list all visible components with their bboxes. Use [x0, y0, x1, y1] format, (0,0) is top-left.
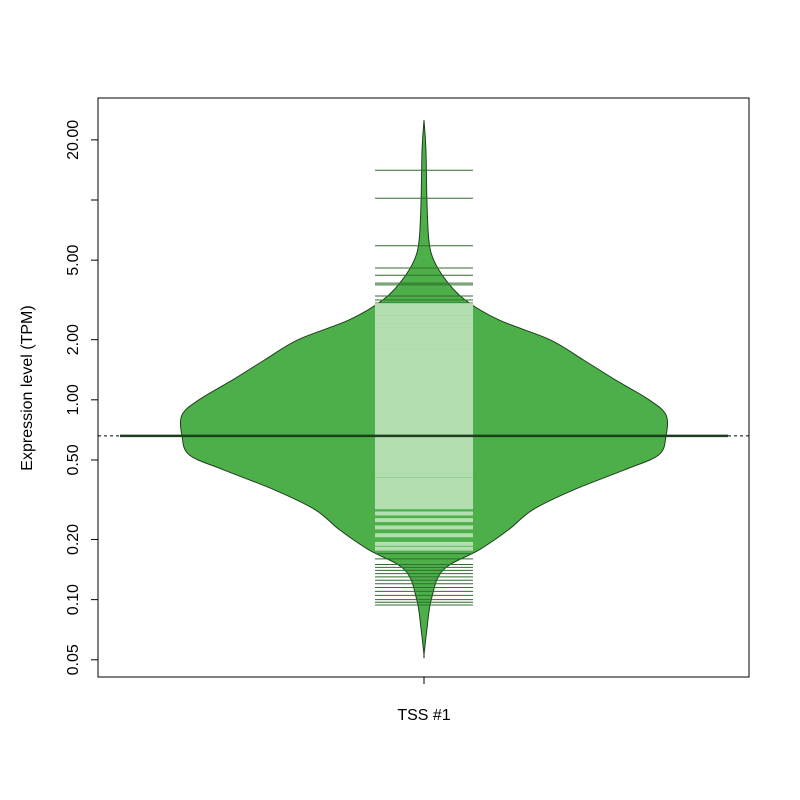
y-axis-label: Expression level (TPM) [19, 305, 36, 470]
y-tick-label: 0.10 [65, 584, 82, 615]
y-tick-label: 20.00 [65, 120, 82, 160]
y-tick-label: 0.20 [65, 524, 82, 555]
x-tick-label: TSS #1 [397, 707, 450, 724]
y-tick-label: 5.00 [65, 244, 82, 275]
y-tick-label: 0.50 [65, 444, 82, 475]
y-tick-label: 0.05 [65, 644, 82, 675]
y-tick-label: 2.00 [65, 324, 82, 355]
y-tick-label: 1.00 [65, 384, 82, 415]
